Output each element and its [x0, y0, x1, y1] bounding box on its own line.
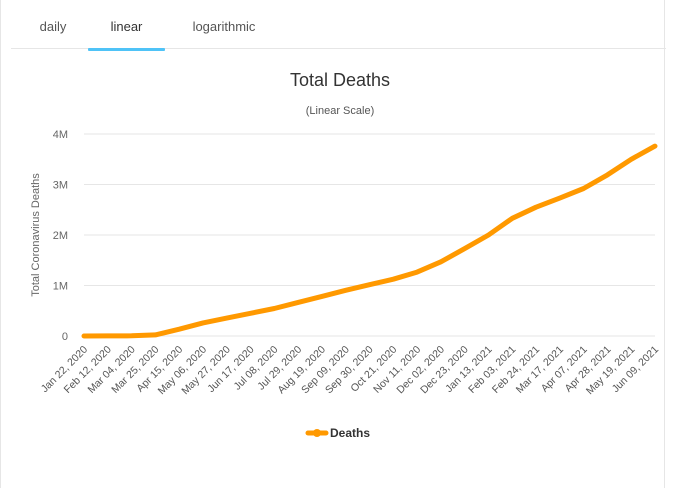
line-chart: Total Deaths (Linear Scale) Total Corona… [30, 70, 662, 440]
tab-linear-label: linear [110, 19, 143, 34]
legend[interactable]: Deaths [305, 426, 370, 440]
y-tick-label: 3M [53, 180, 68, 192]
series-line-deaths [81, 143, 658, 339]
y-tick-label: 1M [53, 281, 68, 293]
y-tick-label: 0 [62, 331, 68, 343]
legend-label-deaths: Deaths [330, 426, 370, 440]
chart-title: Total Deaths [290, 70, 390, 90]
active-tab-indicator [88, 48, 165, 51]
tab-linear[interactable]: linear [88, 12, 165, 51]
y-axis-ticks: 0 1M 2M 3M 4M [53, 129, 68, 343]
y-axis-label: Total Coronavirus Deaths [30, 173, 42, 297]
chart-subtitle: (Linear Scale) [306, 105, 374, 117]
y-tick-label: 2M [53, 230, 68, 242]
legend-marker [313, 429, 321, 437]
tab-daily[interactable]: daily [39, 19, 67, 34]
tab-logarithmic[interactable]: logarithmic [192, 19, 256, 34]
scale-tabs: daily linear logarithmic [11, 0, 666, 51]
gridlines [84, 133, 655, 337]
y-tick-label: 4M [53, 129, 68, 141]
